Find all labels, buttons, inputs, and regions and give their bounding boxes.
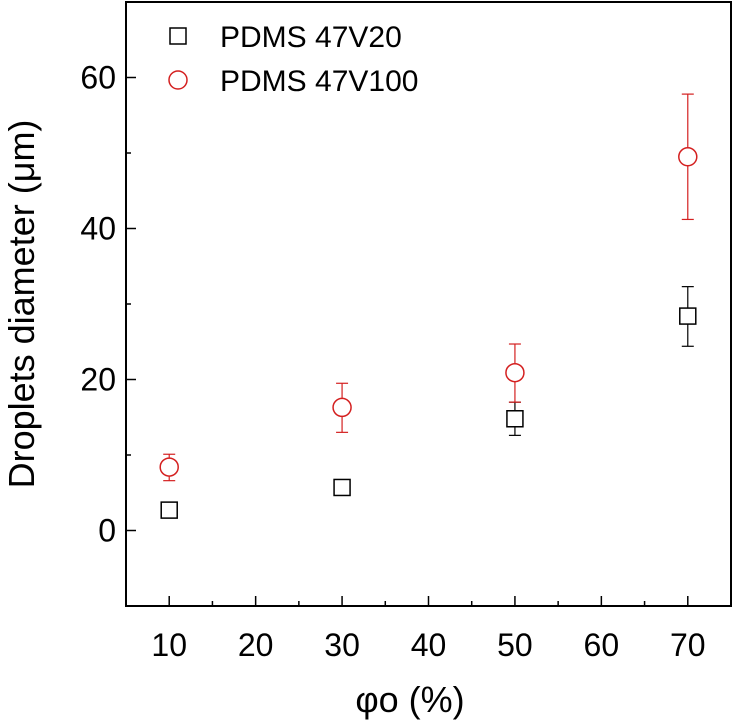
legend: PDMS 47V20 PDMS 47V100 [168,21,418,98]
data-point-circle [332,397,352,418]
x-tick-label: 10 [151,627,187,663]
data-point-circle [678,147,698,167]
axes-layer: 10 20 30 40 50 60 70 0 20 40 60 [80,60,705,664]
legend-label: PDMS 47V20 [220,21,402,54]
data-point-square [333,478,351,497]
y-tick-label: 60 [80,60,116,96]
legend-label: PDMS 47V100 [220,65,418,98]
x-tick-label: 60 [584,627,620,663]
y-axis-title: Droplets diameter (μm) [1,120,42,489]
legend-marker-circle [168,70,188,90]
x-axis-title: φo (%) [355,679,464,720]
y-tick-label: 40 [80,211,116,247]
data-layer [159,93,698,519]
series-2 [159,93,698,482]
x-tick-label: 70 [670,627,706,663]
y-tick-label: 20 [80,362,116,398]
series-1 [160,286,697,519]
data-point-square [679,307,697,325]
legend-marker-square [169,27,187,45]
data-point-circle [159,457,179,477]
x-tick-label: 50 [497,627,533,663]
data-point-square [506,410,524,428]
plot-frame [125,1,732,607]
x-tick-label: 40 [411,627,447,663]
y-tick-label: 0 [98,513,116,549]
x-tick-label: 20 [238,627,274,663]
data-point-square [160,501,178,519]
x-tick-label: 30 [324,627,360,663]
data-point-circle [505,362,525,383]
